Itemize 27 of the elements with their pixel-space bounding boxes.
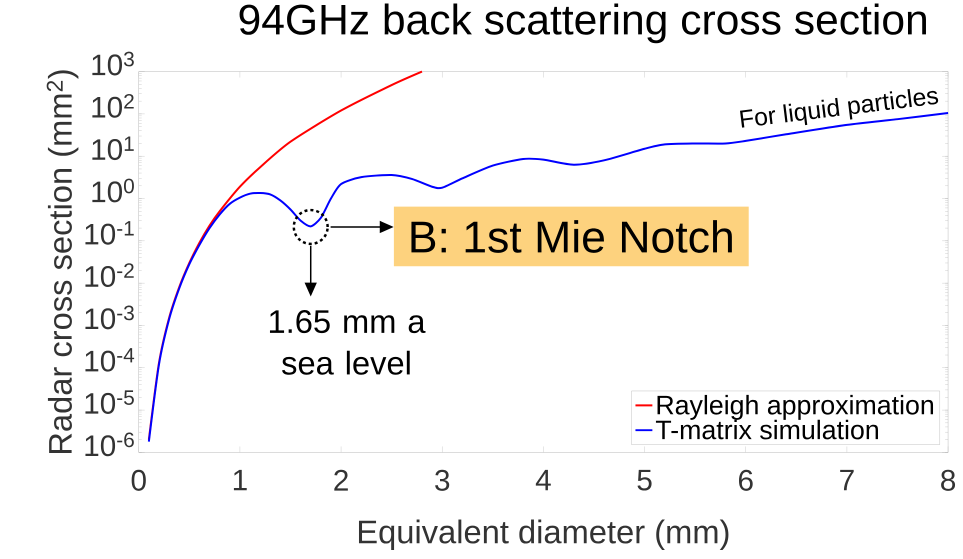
- x-tick-label: 8: [941, 470, 956, 491]
- y-tick-label: 10$^{2}$: [92, 94, 134, 118]
- x-tick-label: 1: [234, 470, 247, 490]
- x-tick-label: 7: [840, 470, 854, 490]
- y-tick-label: 10$^{-2}$: [85, 263, 134, 288]
- y-tick-label: 10$^{-3}$: [85, 306, 134, 330]
- y-tick-label: 10$^{-1}$: [85, 221, 134, 245]
- y-tick-label: 10$^{3}$: [92, 52, 134, 76]
- y-tick-label: 10$^{-5}$: [85, 390, 134, 414]
- y-axis-title: Radar cross section (mm$^{2}$): [46, 70, 78, 454]
- y-tick-label: 10$^{-6}$: [85, 432, 134, 456]
- y-tick-label: 10$^{0}$: [92, 178, 134, 202]
- x-axis-title: Equivalent diameter (mm): [358, 520, 728, 550]
- legend-label: Rayleigh approximation: [658, 395, 934, 420]
- x-tick-label: 3: [435, 470, 450, 491]
- y-tick-label: 10$^{1}$: [92, 136, 134, 160]
- annotation: 1.65 mm a sea level: [270, 310, 426, 375]
- y-tick-label: 10$^{-4}$: [85, 348, 134, 372]
- x-tick-label: 2: [334, 470, 348, 491]
- annotation: For liquid particles: [740, 89, 938, 128]
- x-tick-label: 6: [738, 470, 753, 491]
- legend-label: T-matrix simulation: [656, 420, 878, 440]
- x-tick-label: 4: [536, 470, 551, 490]
- x-tick-label: 5: [638, 470, 652, 491]
- chart-title: 94GHz back scattering cross section: [240, 4, 926, 44]
- annotation: B: 1st Mie Notch: [411, 220, 732, 253]
- x-tick-label: 0: [132, 470, 146, 491]
